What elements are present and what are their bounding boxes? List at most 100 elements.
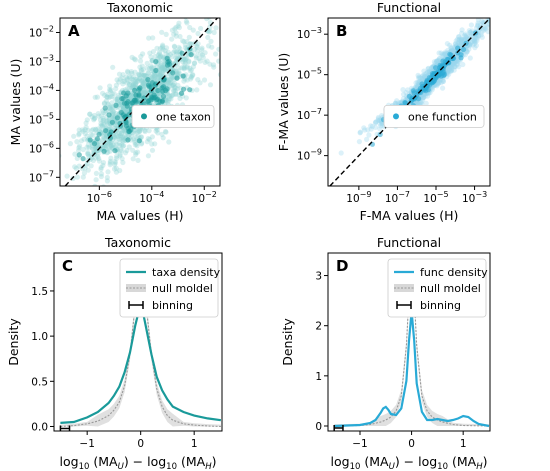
scatter-point xyxy=(140,82,146,88)
scatter-point xyxy=(485,29,490,35)
scatter-point xyxy=(171,88,177,94)
scatter-point xyxy=(136,72,142,78)
scatter-point xyxy=(202,59,208,65)
scatter-point xyxy=(466,46,472,52)
scatter-point xyxy=(145,70,151,76)
scatter-point xyxy=(458,52,464,58)
scatter-point xyxy=(173,60,179,66)
scatter-point xyxy=(177,46,183,52)
scatter-point xyxy=(169,83,175,89)
scatter-point xyxy=(159,70,166,76)
scatter-point xyxy=(141,73,147,79)
scatter-point xyxy=(90,126,96,132)
x-tick-label: 10−5 xyxy=(423,190,448,205)
scatter-point xyxy=(141,87,147,93)
scatter-point xyxy=(244,17,249,22)
x-tick-label: 10−2 xyxy=(192,190,217,205)
legend-label: binning xyxy=(420,299,461,312)
scatter-point xyxy=(185,12,190,17)
scatter-point xyxy=(172,44,178,50)
scatter-point xyxy=(362,127,368,133)
scatter-point xyxy=(445,67,451,73)
scatter-point xyxy=(496,3,501,8)
scatter-point xyxy=(190,72,196,78)
scatter-point xyxy=(442,51,448,57)
scatter-point xyxy=(368,126,374,132)
y-tick-label: 10−5 xyxy=(29,111,54,126)
scatter-point xyxy=(458,38,464,44)
scatter-point xyxy=(109,115,115,122)
scatter-point xyxy=(141,91,147,97)
x-tick-label: 10−4 xyxy=(139,190,164,205)
scatter-point xyxy=(153,128,159,134)
scatter-point xyxy=(207,28,213,34)
scatter-point xyxy=(418,99,424,105)
scatter-point xyxy=(105,139,111,145)
scatter-point xyxy=(134,143,140,149)
scatter-point xyxy=(168,76,174,82)
scatter-point xyxy=(137,128,143,134)
scatter-point xyxy=(120,127,126,134)
scatter-point xyxy=(82,131,88,137)
scatter-point xyxy=(99,137,105,143)
scatter-point xyxy=(491,5,496,10)
scatter-point xyxy=(123,108,129,114)
scatter-point xyxy=(451,67,457,73)
scatter-point xyxy=(200,54,206,61)
scatter-point xyxy=(176,44,182,50)
scatter-point xyxy=(452,41,458,47)
scatter-point xyxy=(137,126,143,132)
scatter-point xyxy=(444,66,450,72)
scatter-point xyxy=(479,34,485,40)
scatter-point xyxy=(149,58,155,64)
scatter-point xyxy=(186,58,192,64)
scatter-point xyxy=(76,145,82,151)
scatter-point xyxy=(425,66,431,72)
scatter-point xyxy=(378,123,384,129)
scatter-point xyxy=(122,78,128,84)
scatter-point xyxy=(131,97,137,103)
scatter-point xyxy=(91,112,97,119)
scatter-point xyxy=(58,201,63,206)
scatter-point xyxy=(473,42,479,49)
scatter-point xyxy=(118,131,124,137)
scatter-point xyxy=(80,194,85,199)
scatter-point xyxy=(182,56,188,63)
scatter-point xyxy=(111,109,117,115)
scatter-point xyxy=(471,35,478,41)
scatter-point xyxy=(103,128,109,134)
scatter-point xyxy=(101,135,107,141)
scatter-point xyxy=(120,134,126,140)
scatter-point xyxy=(117,153,123,159)
scatter-point xyxy=(475,35,481,41)
scatter-point xyxy=(131,128,138,134)
scatter-point xyxy=(180,57,186,63)
scatter-point xyxy=(143,90,149,96)
scatter-point xyxy=(130,147,136,153)
scatter-point xyxy=(434,58,440,64)
scatter-point xyxy=(121,100,127,106)
scatter-point xyxy=(174,86,180,92)
scatter-point xyxy=(137,64,143,70)
scatter-point xyxy=(172,26,178,32)
scatter-point xyxy=(115,95,121,101)
scatter-point xyxy=(135,77,141,84)
scatter-point xyxy=(460,61,466,68)
scatter-point xyxy=(422,71,428,77)
scatter-point xyxy=(176,68,182,74)
scatter-point xyxy=(197,80,203,86)
scatter-point xyxy=(114,98,121,104)
scatter-point xyxy=(129,70,135,76)
scatter-point xyxy=(157,54,164,60)
scatter-point xyxy=(136,128,142,134)
panel-b-functional-scatter: 10−9 10−7 10−5 10−3 10−9 10−7 10−5 10−3 Function… xyxy=(276,0,501,223)
scatter-point xyxy=(152,53,158,60)
scatter-point xyxy=(177,95,183,101)
scatter-point xyxy=(446,67,453,73)
scatter-point xyxy=(482,19,488,25)
scatter-point xyxy=(155,52,161,58)
scatter-point xyxy=(98,123,104,129)
scatter-point xyxy=(121,90,127,96)
scatter-point xyxy=(454,58,460,64)
